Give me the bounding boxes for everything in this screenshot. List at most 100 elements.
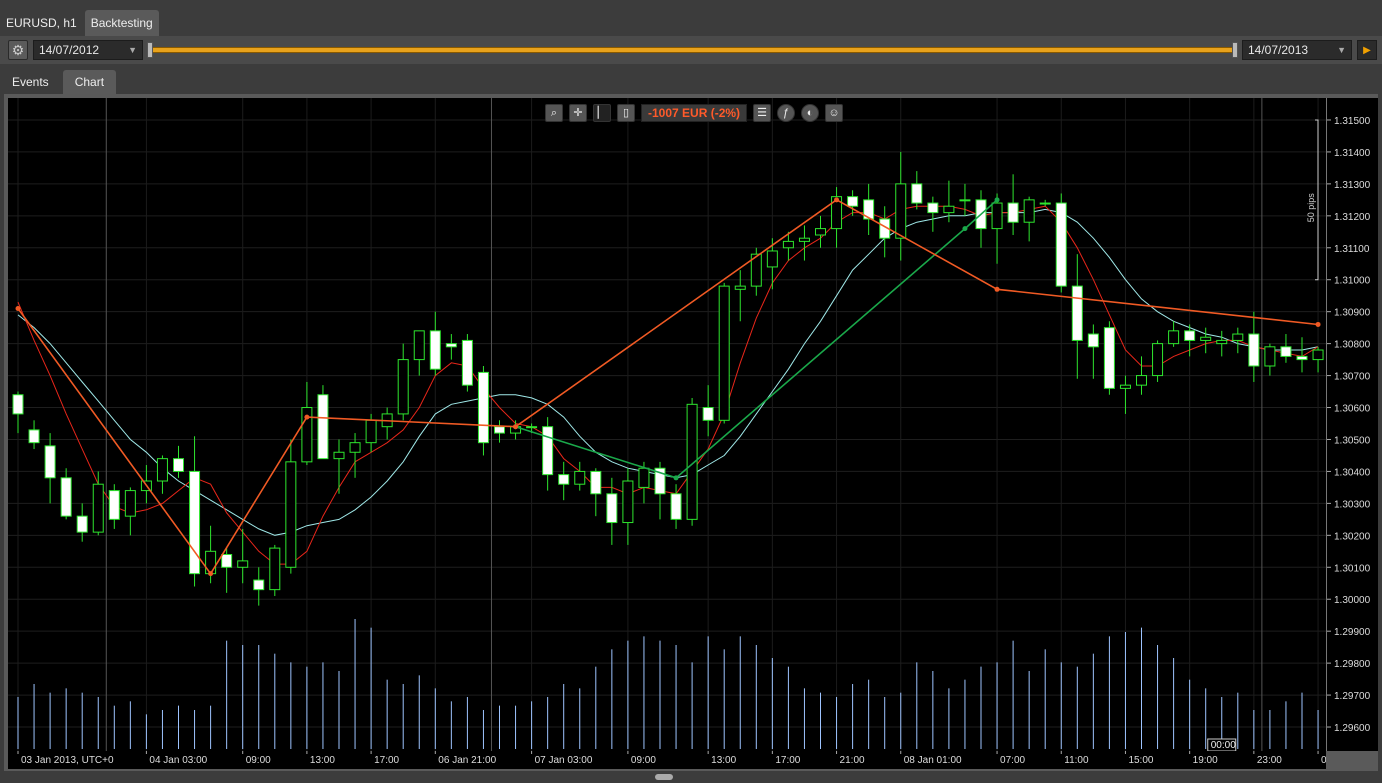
x-tick-label: 04 Jan 03:00 <box>149 755 207 766</box>
x-tick-label: 17:00 <box>374 755 399 766</box>
chevron-down-icon: ▼ <box>128 45 137 55</box>
candle-body <box>1232 333 1244 341</box>
x-tick-label: 08 Jan 01:00 <box>904 755 962 766</box>
candle-body <box>333 451 345 460</box>
candle-body <box>1280 346 1292 357</box>
candle-body <box>461 339 473 386</box>
trade-marker <box>1315 321 1321 327</box>
candle-body <box>92 483 104 533</box>
date-range-slider[interactable] <box>150 47 1236 53</box>
candle-body <box>815 228 826 236</box>
candle-body <box>221 553 233 568</box>
y-tick-label: 1.29900 <box>1334 627 1371 638</box>
candle-body <box>173 458 184 472</box>
candle-body <box>654 467 666 495</box>
y-tick-label: 1.31300 <box>1334 180 1371 191</box>
candle-body <box>28 429 40 444</box>
time-axis-svg: 03 Jan 2013, UTC+0 04 Jan 03:00 09:00 13:00… <box>17 751 1379 766</box>
candle-body <box>526 426 538 429</box>
x-tick-label: 09:00 <box>246 755 271 766</box>
ma-slow-line <box>17 208 1319 536</box>
x-tick-label: 21:00 <box>840 755 865 766</box>
person-icon[interactable]: ☺ <box>825 104 844 122</box>
y-tick-label: 1.29600 <box>1334 723 1371 734</box>
price-axis[interactable]: 1.31500 1.31400 1.31300 1.31200 1.31100 1.310… <box>1326 98 1378 751</box>
candle-body <box>1007 202 1019 223</box>
candlestick-icon[interactable]: ▯ <box>617 104 635 122</box>
x-tick-label: 17:00 <box>775 755 800 766</box>
x-tick-label: 06 Jan 21:00 <box>438 755 496 766</box>
candle-body <box>590 470 602 495</box>
candle-body <box>1071 285 1083 341</box>
template-icon[interactable]: ◐ <box>801 104 820 122</box>
start-date-select[interactable]: 14/07/2012 ▼ <box>33 40 143 60</box>
trade-marker <box>994 197 1000 203</box>
x-tick-label: 03 Jan 2013, UTC+0 <box>21 755 114 766</box>
horizontal-scrollbar[interactable] <box>0 771 1382 783</box>
end-date-value: 14/07/2013 <box>1248 43 1309 57</box>
candle-body <box>494 426 505 434</box>
trade-marker <box>994 286 1000 292</box>
candle-body <box>622 480 634 524</box>
chevron-down-icon: ▼ <box>1337 45 1346 55</box>
tab-events[interactable]: Events <box>0 70 61 94</box>
tab-symbol[interactable]: EURUSD, h1 <box>0 10 83 36</box>
tab-backtesting[interactable]: Backtesting <box>84 10 159 36</box>
y-tick-label: 1.31200 <box>1334 212 1371 223</box>
candle-body <box>927 202 939 214</box>
candle-body <box>1152 343 1164 377</box>
candle-body <box>1312 349 1324 361</box>
candle-body <box>863 199 875 220</box>
candle-body <box>1200 336 1212 341</box>
zoom-icon[interactable]: ⌕ <box>545 104 563 122</box>
candle-body <box>397 359 409 415</box>
candle-body <box>365 419 377 444</box>
y-tick-label: 1.30500 <box>1334 435 1371 446</box>
scroll-thumb[interactable] <box>655 774 673 780</box>
x-tick-label: 07 Jan 03:00 <box>535 755 593 766</box>
pnl-badge[interactable]: -1007 EUR (-2%) <box>641 104 748 122</box>
chart-area[interactable]: 50 pips 00:00 <box>8 98 1340 752</box>
slider-handle-start[interactable] <box>147 42 153 58</box>
sub-tabs: Events Chart <box>0 70 118 94</box>
candle-body <box>1296 355 1308 361</box>
candle-body <box>574 470 586 485</box>
list-icon[interactable]: ☰ <box>753 104 772 122</box>
trade-marker <box>673 475 679 481</box>
candle-body <box>124 490 136 517</box>
candle-body <box>253 579 265 591</box>
y-tick-label: 1.31400 <box>1334 148 1371 159</box>
y-tick-label: 1.29800 <box>1334 659 1371 670</box>
candle-body <box>542 426 554 476</box>
end-date-select[interactable]: 14/07/2013 ▼ <box>1242 40 1352 60</box>
ma-fast-line <box>17 205 1319 565</box>
y-tick-label: 1.30400 <box>1334 467 1371 478</box>
trade-marker <box>513 424 519 430</box>
backtest-bar: ⚙ 14/07/2012 ▼ 14/07/2013 ▼ ▶ <box>0 36 1382 64</box>
gear-icon[interactable]: ⚙ <box>8 40 28 60</box>
bar-type-icon[interactable]: ▏ <box>593 104 611 122</box>
y-tick-label: 1.31000 <box>1334 276 1371 287</box>
y-tick-label: 1.29700 <box>1334 691 1371 702</box>
candle-body <box>606 493 618 524</box>
candle-body <box>445 343 457 348</box>
x-tick-label: 09:00 <box>631 755 656 766</box>
trade-marker <box>834 197 840 203</box>
trade-marker <box>304 414 310 420</box>
price-chart[interactable]: 50 pips 00:00 <box>8 98 1340 752</box>
object-icon[interactable]: ƒ <box>777 104 796 122</box>
tab-chart[interactable]: Chart <box>62 70 117 94</box>
y-tick-label: 1.30300 <box>1334 499 1371 510</box>
candle-body <box>831 196 843 230</box>
candle-body <box>12 394 24 415</box>
candle-body <box>943 205 955 214</box>
candle-body <box>702 407 714 421</box>
top-tabs: EURUSD, h1 Backtesting <box>0 10 161 36</box>
candle-body <box>1039 202 1051 205</box>
crosshair-icon[interactable]: ✛ <box>569 104 587 122</box>
slider-handle-end[interactable] <box>1232 42 1238 58</box>
play-icon[interactable]: ▶ <box>1357 40 1377 60</box>
candle-body <box>1184 330 1196 341</box>
time-axis[interactable]: 03 Jan 2013, UTC+0 04 Jan 03:00 09:00 13:00… <box>8 751 1379 769</box>
